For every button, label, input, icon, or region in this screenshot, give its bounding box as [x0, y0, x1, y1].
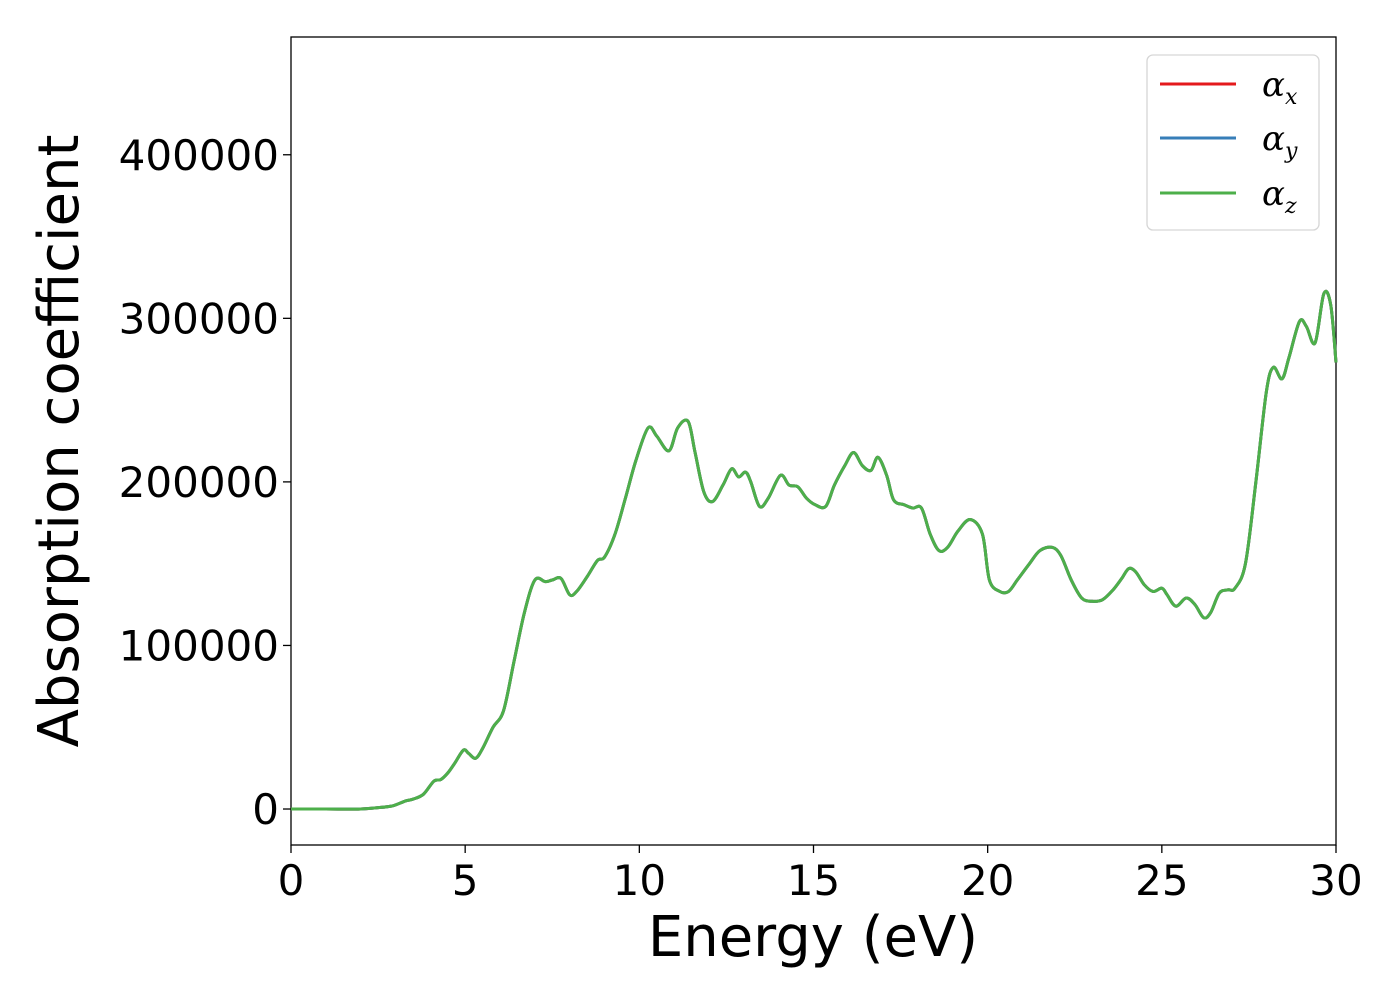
x-tick-label: 20 [961, 856, 1014, 905]
series-line-2 [291, 289, 1338, 811]
y-axis-ticks: 0 100000 200000 300000 400000 [119, 131, 291, 834]
series-line-0 [291, 289, 1338, 811]
legend-subscript: x [1285, 85, 1298, 110]
x-axis-ticks: 0 5 10 15 20 25 30 [278, 845, 1363, 905]
legend-label: αx [1262, 65, 1298, 110]
x-tick-label: 10 [613, 856, 666, 905]
x-tick-label: 0 [278, 856, 305, 905]
y-tick-label: 200000 [119, 458, 279, 507]
legend-symbol: α [1262, 119, 1285, 159]
x-tick-label: 5 [452, 856, 479, 905]
y-tick-label: 0 [252, 785, 279, 834]
x-axis-title: Energy (eV) [648, 905, 978, 970]
legend-symbol: α [1262, 174, 1285, 214]
y-tick-label: 300000 [119, 294, 279, 343]
y-tick-label: 400000 [119, 131, 279, 180]
series-layer [291, 289, 1338, 811]
y-axis-title: Absorption coefficient [27, 135, 92, 748]
legend-subscript: y [1284, 139, 1298, 164]
y-tick-label: 100000 [119, 621, 279, 670]
series-line-1 [291, 289, 1338, 811]
legend-label: αz [1262, 174, 1297, 219]
legend-label: αy [1262, 119, 1298, 164]
x-tick-label: 25 [1135, 856, 1188, 905]
legend-symbol: α [1262, 65, 1285, 105]
x-tick-label: 30 [1309, 856, 1362, 905]
x-tick-label: 15 [787, 856, 840, 905]
legend-box [1146, 54, 1320, 231]
legend-subscript: z [1284, 194, 1297, 219]
